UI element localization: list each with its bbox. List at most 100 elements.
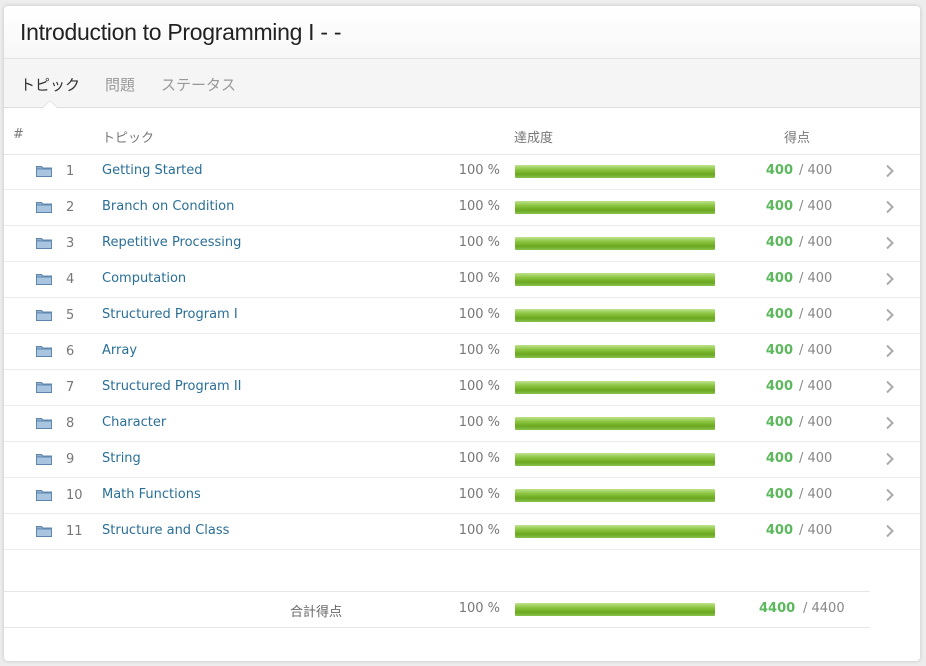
- chevron-right-icon[interactable]: [883, 524, 897, 538]
- row-max-score: / 400: [799, 307, 833, 322]
- total-max-score: / 4400: [803, 601, 845, 616]
- row-max-score: / 400: [799, 451, 833, 466]
- row-index: 7: [66, 380, 75, 395]
- chevron-right-icon[interactable]: [883, 164, 897, 178]
- topic-link[interactable]: Structured Program I: [102, 307, 238, 322]
- topic-link[interactable]: Branch on Condition: [102, 199, 235, 214]
- total-row: 合計得点 100 % 4400 / 4400: [4, 591, 870, 628]
- folder-icon: [36, 274, 52, 285]
- topic-link[interactable]: Computation: [102, 271, 187, 286]
- table-row[interactable]: 10 Math Functions 100 % 400 / 400: [4, 478, 920, 514]
- row-percent: 100 %: [458, 199, 500, 214]
- table-row[interactable]: 7 Structured Program II 100 % 400 / 400: [4, 370, 920, 406]
- table-row[interactable]: 6 Array 100 % 400 / 400: [4, 334, 920, 370]
- row-max-score: / 400: [799, 271, 833, 286]
- row-max-score: / 400: [799, 379, 833, 394]
- chevron-right-icon[interactable]: [883, 380, 897, 394]
- row-score: 400: [765, 343, 793, 358]
- folder-icon: [36, 166, 52, 177]
- chevron-right-icon[interactable]: [883, 308, 897, 322]
- row-percent: 100 %: [458, 451, 500, 466]
- row-score: 400: [765, 271, 793, 286]
- active-tab-indicator-fill: [43, 101, 57, 108]
- row-percent: 100 %: [458, 487, 500, 502]
- table-row[interactable]: 5 Structured Program I 100 % 400 / 400: [4, 298, 920, 334]
- topic-link[interactable]: Structure and Class: [102, 523, 230, 538]
- row-max-score: / 400: [799, 487, 833, 502]
- progress-bar: [515, 417, 715, 430]
- progress-bar: [515, 453, 715, 466]
- row-max-score: / 400: [799, 523, 833, 538]
- folder-icon: [36, 346, 52, 357]
- row-score: 400: [765, 523, 793, 538]
- folder-icon: [36, 526, 52, 537]
- folder-icon: [36, 238, 52, 249]
- progress-bar: [515, 525, 715, 538]
- folder-icon: [36, 454, 52, 465]
- progress-fill: [515, 309, 715, 322]
- total-progress-fill: [515, 603, 715, 616]
- row-index: 8: [66, 416, 75, 431]
- row-score: 400: [765, 199, 793, 214]
- chevron-right-icon[interactable]: [883, 236, 897, 250]
- chevron-right-icon[interactable]: [883, 344, 897, 358]
- progress-fill: [515, 273, 715, 286]
- row-score: 400: [765, 235, 793, 250]
- row-percent: 100 %: [458, 307, 500, 322]
- table-row[interactable]: 2 Branch on Condition 100 % 400 / 400: [4, 190, 920, 226]
- tab-topics[interactable]: トピック: [20, 76, 81, 94]
- progress-bar: [515, 273, 715, 286]
- topic-list: 1 Getting Started 100 % 400 / 400 2 Bran…: [4, 154, 920, 550]
- chevron-right-icon[interactable]: [883, 272, 897, 286]
- topic-link[interactable]: Array: [102, 343, 138, 358]
- row-score: 400: [765, 379, 793, 394]
- table-row[interactable]: 1 Getting Started 100 % 400 / 400: [4, 154, 920, 190]
- page-title: Introduction to Programming I - -: [20, 19, 342, 45]
- tab-status[interactable]: ステータス: [161, 76, 237, 94]
- table-row[interactable]: 11 Structure and Class 100 % 400 / 400: [4, 514, 920, 550]
- progress-fill: [515, 381, 715, 394]
- progress-bar: [515, 309, 715, 322]
- chevron-right-icon[interactable]: [883, 488, 897, 502]
- topic-link[interactable]: Character: [102, 415, 167, 430]
- col-header-number: #: [13, 127, 24, 142]
- tab-problems[interactable]: 問題: [105, 76, 136, 94]
- row-max-score: / 400: [799, 163, 833, 178]
- total-score: 4400: [759, 601, 796, 616]
- row-percent: 100 %: [458, 235, 500, 250]
- progress-bar: [515, 381, 715, 394]
- progress-fill: [515, 525, 715, 538]
- row-percent: 100 %: [458, 415, 500, 430]
- chevron-right-icon[interactable]: [883, 452, 897, 466]
- progress-fill: [515, 165, 715, 178]
- table-row[interactable]: 3 Repetitive Processing 100 % 400 / 400: [4, 226, 920, 262]
- row-percent: 100 %: [458, 523, 500, 538]
- progress-bar: [515, 165, 715, 178]
- row-max-score: / 400: [799, 343, 833, 358]
- progress-bar: [515, 201, 715, 214]
- tab-bar: トピック 問題 ステータス: [4, 59, 920, 108]
- topic-link[interactable]: Getting Started: [102, 163, 203, 178]
- table-header: # トピック 達成度 得点: [4, 108, 920, 155]
- topic-link[interactable]: Math Functions: [102, 487, 201, 502]
- chevron-right-icon[interactable]: [883, 200, 897, 214]
- row-index: 1: [66, 164, 75, 179]
- progress-fill: [515, 237, 715, 250]
- row-index: 3: [66, 236, 75, 251]
- col-header-score: 得点: [784, 131, 811, 146]
- topic-link[interactable]: Repetitive Processing: [102, 235, 242, 250]
- topic-link[interactable]: String: [102, 451, 141, 466]
- chevron-right-icon[interactable]: [883, 416, 897, 430]
- row-percent: 100 %: [458, 163, 500, 178]
- table-row[interactable]: 9 String 100 % 400 / 400: [4, 442, 920, 478]
- panel-header: Introduction to Programming I - -: [4, 6, 920, 59]
- row-percent: 100 %: [458, 271, 500, 286]
- table-row[interactable]: 8 Character 100 % 400 / 400: [4, 406, 920, 442]
- row-index: 9: [66, 452, 75, 467]
- topic-link[interactable]: Structured Program II: [102, 379, 242, 394]
- progress-bar: [515, 345, 715, 358]
- row-score: 400: [765, 307, 793, 322]
- course-panel: Introduction to Programming I - - トピック 問…: [4, 6, 920, 661]
- folder-icon: [36, 490, 52, 501]
- table-row[interactable]: 4 Computation 100 % 400 / 400: [4, 262, 920, 298]
